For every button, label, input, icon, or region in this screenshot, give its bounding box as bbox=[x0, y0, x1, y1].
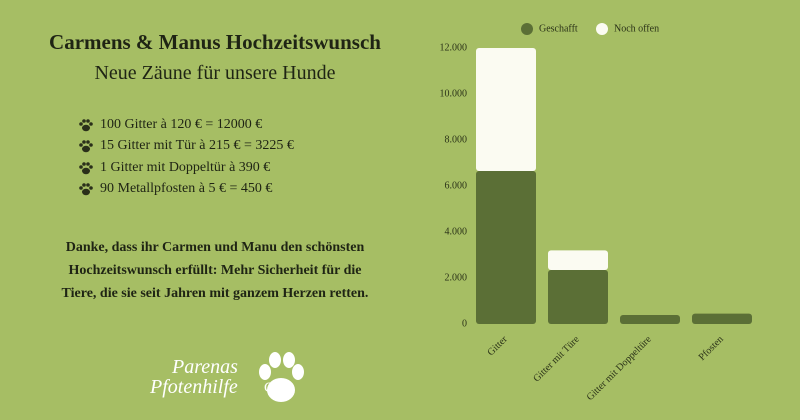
item: 1 Gitter mit Doppeltür à 390 € bbox=[78, 157, 294, 179]
y-tick-label: 12.000 bbox=[440, 42, 468, 53]
item-text: 15 Gitter mit Tür à 215 € = 3225 € bbox=[100, 138, 294, 154]
bar-segment bbox=[548, 269, 608, 324]
item-text: 1 Gitter mit Doppeltür à 390 € bbox=[100, 159, 271, 175]
logo-text: CH bbox=[264, 380, 285, 396]
paw-icon bbox=[79, 118, 93, 131]
subtitle: Neue Zäune für unsere Hunde bbox=[94, 62, 336, 84]
item-text: 100 Gitter à 120 € = 12000 € bbox=[100, 116, 263, 132]
paw-icon bbox=[79, 161, 93, 174]
bar-segment bbox=[476, 48, 536, 172]
bar-segment bbox=[548, 250, 608, 270]
x-tick-label: Gitter mit Türe bbox=[531, 334, 582, 385]
paw-icon bbox=[79, 140, 93, 153]
legend-swatch bbox=[521, 23, 533, 35]
x-tick-label: Gitter mit Doppeltüre bbox=[585, 334, 654, 403]
legend-label: Noch offen bbox=[614, 23, 659, 34]
item: 15 Gitter mit Tür à 215 € = 3225 € bbox=[78, 136, 294, 158]
item: 90 Metallpfosten à 5 € = 450 € bbox=[78, 179, 294, 201]
y-tick-label: 8.000 bbox=[445, 134, 468, 145]
item: 100 Gitter à 120 € = 12000 € bbox=[78, 114, 294, 136]
logo: Parenas Pfotenhilfe CH bbox=[150, 350, 310, 410]
y-tick-label: 4.000 bbox=[445, 226, 468, 237]
x-tick-label: Pfosten bbox=[697, 334, 726, 363]
y-tick-label: 6.000 bbox=[445, 180, 468, 191]
y-tick-label: 2.000 bbox=[445, 272, 468, 283]
logo-text: Pfotenhilfe bbox=[150, 376, 238, 398]
bar-segment bbox=[692, 313, 752, 324]
thanks-text: Danke, dass ihr Carmen und Manu den schö… bbox=[61, 240, 369, 301]
paw-icon bbox=[79, 183, 93, 196]
legend-swatch bbox=[596, 23, 608, 35]
item-text: 90 Metallpfosten à 5 € = 450 € bbox=[100, 181, 273, 197]
bar-segment bbox=[620, 315, 680, 324]
y-tick-label: 0 bbox=[462, 318, 467, 329]
x-tick-label: Gitter bbox=[485, 333, 510, 358]
logo-paw bbox=[259, 352, 304, 402]
item-list: 100 Gitter à 120 € = 12000 € 15 Gitter mi… bbox=[78, 114, 294, 200]
y-tick-label: 10.000 bbox=[440, 88, 468, 99]
logo-text: Parenas bbox=[172, 356, 238, 378]
legend-label: Geschafft bbox=[539, 23, 578, 34]
title: Carmens & Manus Hochzeitswunsch bbox=[49, 30, 381, 54]
bar-segment bbox=[476, 171, 536, 324]
